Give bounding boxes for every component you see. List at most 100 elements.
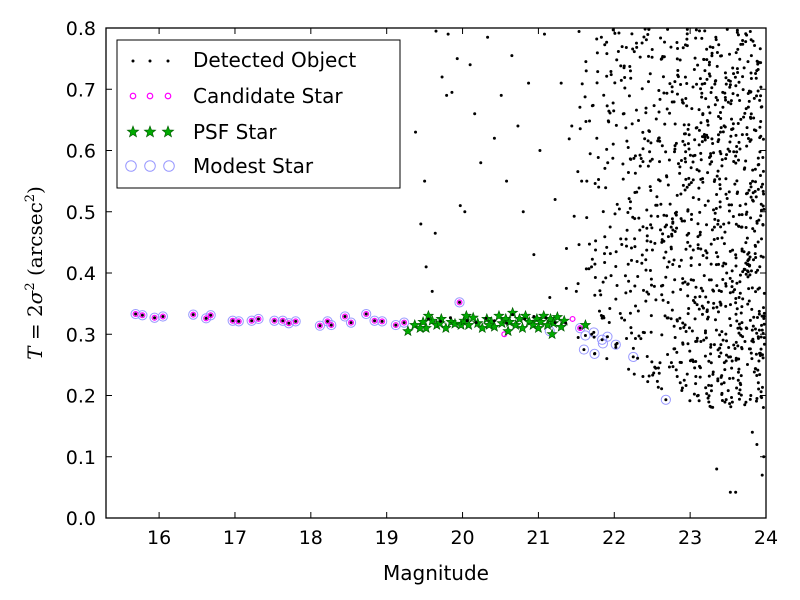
- data-point: [733, 75, 737, 79]
- data-point: [657, 371, 661, 375]
- data-point: [679, 159, 683, 163]
- data-point: [708, 162, 712, 166]
- data-point: [711, 288, 715, 292]
- data-point: [745, 236, 749, 240]
- data-point: [642, 35, 646, 39]
- data-point: [649, 141, 653, 145]
- data-point: [698, 263, 702, 267]
- data-point: [685, 185, 689, 189]
- legend-marker: [164, 92, 172, 100]
- data-point: [675, 318, 679, 322]
- data-point: [648, 185, 652, 189]
- data-point: [679, 360, 683, 364]
- data-point: [723, 95, 727, 99]
- data-point: [708, 45, 712, 49]
- data-point: [629, 289, 633, 293]
- data-point: [601, 280, 605, 284]
- data-point: [760, 237, 764, 241]
- data-point: [748, 397, 752, 401]
- data-point: [647, 54, 651, 58]
- data-point: [663, 314, 667, 318]
- data-point: [730, 279, 734, 283]
- data-point: [758, 373, 762, 377]
- data-point: [751, 337, 755, 341]
- data-point: [636, 356, 640, 360]
- data-point: [691, 160, 695, 164]
- data-point: [591, 103, 595, 107]
- data-point: [486, 35, 490, 39]
- data-point: [759, 202, 763, 206]
- data-point: [693, 366, 697, 370]
- data-point: [605, 74, 609, 78]
- data-point: [755, 94, 759, 98]
- data-point: [742, 66, 746, 70]
- data-point: [465, 319, 469, 323]
- data-point: [583, 95, 587, 99]
- data-point: [709, 91, 713, 95]
- legend-marker: [131, 59, 135, 63]
- data-point: [468, 63, 472, 67]
- data-point: [600, 338, 604, 342]
- data-point: [675, 350, 679, 354]
- data-point: [714, 328, 718, 332]
- data-point: [606, 161, 610, 165]
- data-point: [746, 60, 750, 64]
- data-point: [723, 400, 727, 404]
- data-point: [690, 329, 694, 333]
- data-point: [703, 331, 707, 335]
- data-point: [717, 354, 721, 358]
- circle-marker: [371, 317, 378, 324]
- data-point: [681, 139, 685, 143]
- data-point: [484, 316, 488, 320]
- data-point: [714, 207, 718, 211]
- data-point: [694, 36, 698, 40]
- data-point: [687, 183, 691, 187]
- data-point: [644, 299, 648, 303]
- data-point: [609, 73, 613, 77]
- series-detected-object: [134, 27, 766, 494]
- data-point: [613, 212, 617, 216]
- data-point: [712, 208, 716, 212]
- data-point: [727, 209, 731, 213]
- data-point: [702, 274, 706, 278]
- data-point: [693, 317, 697, 321]
- data-point: [752, 258, 756, 262]
- legend-label-psf: PSF Star: [193, 120, 277, 144]
- data-point: [735, 145, 739, 149]
- data-point: [675, 374, 679, 378]
- data-point: [699, 158, 703, 162]
- data-point: [657, 136, 661, 140]
- data-point: [707, 374, 711, 378]
- data-point: [751, 324, 755, 328]
- data-point: [724, 76, 728, 80]
- data-point: [682, 132, 686, 136]
- data-point: [153, 316, 157, 320]
- data-point: [592, 330, 596, 334]
- data-point: [667, 365, 671, 369]
- data-point: [740, 213, 744, 217]
- data-point: [738, 204, 742, 208]
- data-point: [622, 66, 626, 70]
- data-point: [622, 112, 626, 116]
- data-point: [611, 101, 615, 105]
- data-point: [732, 343, 736, 347]
- data-point: [648, 150, 652, 154]
- data-point: [698, 210, 702, 214]
- data-point: [716, 169, 720, 173]
- data-point: [695, 303, 699, 307]
- data-point: [715, 64, 719, 68]
- data-point: [583, 333, 587, 337]
- data-point: [675, 226, 679, 230]
- data-point: [735, 281, 739, 285]
- data-point: [731, 127, 735, 131]
- data-point: [681, 342, 685, 346]
- data-point: [623, 86, 627, 90]
- data-point: [719, 289, 723, 293]
- data-point: [699, 247, 703, 251]
- data-point: [745, 363, 749, 367]
- open-circle-marker: [188, 309, 199, 320]
- data-point: [758, 150, 762, 154]
- x-tick-label: 16: [147, 527, 171, 549]
- data-point: [674, 368, 678, 372]
- data-point: [714, 35, 718, 39]
